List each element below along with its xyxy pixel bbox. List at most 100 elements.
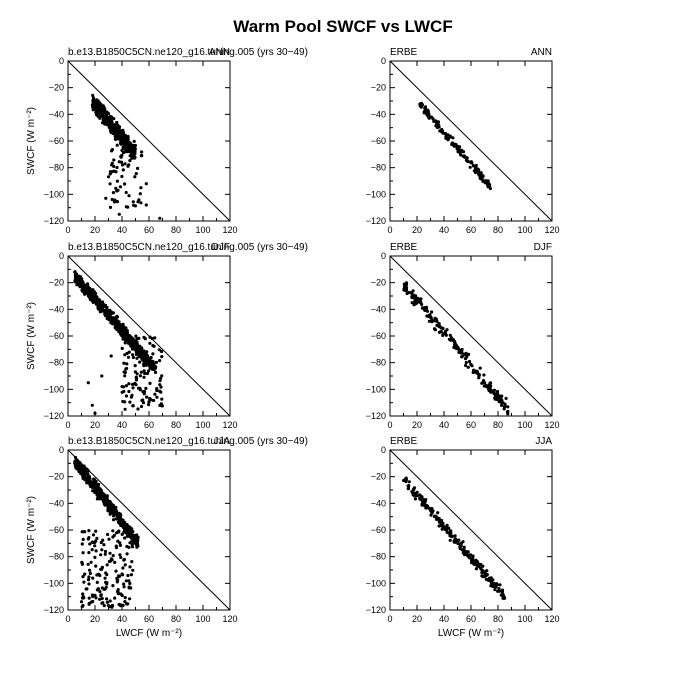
- scatter-point: [123, 536, 127, 540]
- scatter-point: [147, 358, 151, 363]
- scatter-point: [160, 374, 164, 378]
- scatter-point: [131, 346, 135, 350]
- scatter-point: [496, 589, 500, 593]
- scatter-point: [89, 560, 93, 564]
- scatter-point: [91, 489, 95, 493]
- scatter-point: [84, 469, 88, 473]
- scatter-point: [125, 329, 129, 333]
- scatter-point: [86, 285, 90, 289]
- scatter-point: [120, 532, 124, 537]
- scatter-point: [140, 357, 144, 361]
- scatter-point: [90, 548, 94, 552]
- scatter-point: [110, 163, 114, 167]
- scatter-point: [504, 396, 508, 400]
- scatter-point: [116, 591, 120, 595]
- scatter-point: [103, 313, 107, 317]
- scatter-point: [145, 350, 149, 354]
- scatter-point: [429, 510, 434, 514]
- scatter-point: [150, 359, 154, 363]
- scatter-point: [412, 487, 416, 491]
- scatter-point: [134, 345, 138, 349]
- scatter-point: [115, 120, 119, 125]
- scatter-point: [109, 117, 113, 121]
- scatter-point: [99, 304, 103, 308]
- scatter-point: [144, 203, 148, 207]
- scatter-point: [84, 477, 88, 481]
- scatter-point: [124, 190, 128, 195]
- scatter-point: [136, 166, 140, 170]
- scatter-point: [112, 533, 116, 538]
- y-tick-label: −40: [49, 304, 64, 314]
- x-tick-label: 20: [90, 225, 100, 235]
- scatter-point: [460, 347, 464, 352]
- scatter-point: [111, 322, 115, 326]
- scatter-point: [128, 597, 132, 601]
- scatter-point: [118, 134, 122, 138]
- scatter-point: [111, 311, 115, 315]
- y-tick-label: −100: [366, 578, 386, 588]
- scatter-point: [486, 180, 490, 184]
- scatter-point: [122, 361, 126, 365]
- scatter-point: [114, 509, 118, 513]
- scatter-point: [93, 99, 97, 103]
- scatter-point: [103, 503, 107, 507]
- scatter-point: [76, 275, 80, 279]
- x-tick-label: 100: [195, 614, 210, 624]
- x-tick-label: 120: [222, 614, 237, 624]
- scatter-point: [464, 351, 468, 355]
- y-tick-label: −60: [49, 525, 64, 535]
- scatter-point: [128, 159, 132, 163]
- scatter-point: [133, 364, 137, 368]
- x-tick-label: 40: [439, 225, 449, 235]
- scatter-point: [128, 541, 132, 545]
- scatter-point: [93, 555, 97, 560]
- y-tick-label: −40: [371, 498, 386, 508]
- scatter-point: [94, 564, 98, 568]
- scatter-point: [464, 550, 468, 554]
- scatter-point: [436, 125, 440, 129]
- panel-source-label: ERBE: [390, 47, 418, 58]
- scatter-point: [99, 593, 103, 597]
- scatter-point: [123, 370, 127, 375]
- scatter-point: [470, 364, 474, 368]
- reference-line: [389, 449, 553, 611]
- scatter-point: [138, 349, 143, 353]
- scatter-point: [108, 205, 113, 209]
- x-tick-label: 60: [466, 614, 476, 624]
- scatter-point: [453, 537, 457, 541]
- scatter-point: [453, 534, 457, 538]
- scatter-point: [128, 565, 132, 569]
- scatter-point: [133, 339, 137, 343]
- scatter-point: [102, 543, 106, 547]
- scatter-point: [108, 505, 112, 509]
- scatter-point: [95, 580, 99, 585]
- scatter-point: [91, 108, 95, 112]
- scatter-point: [108, 551, 112, 555]
- scatter-point: [115, 143, 119, 147]
- panel-2: 0 20 40 60 80 100 120 0 −20 −40 −60 −80 −100 −120 b.e1…: [26, 242, 308, 430]
- y-tick-label: −20: [371, 278, 386, 288]
- scatter-point: [135, 545, 139, 549]
- scatter-point: [450, 534, 455, 538]
- x-tick-label: 20: [412, 614, 422, 624]
- scatter-point: [122, 146, 126, 150]
- scatter-point: [112, 514, 116, 518]
- scatter-point: [439, 326, 443, 330]
- scatter-point: [483, 180, 488, 185]
- scatter-point: [88, 568, 92, 572]
- scatter-point: [127, 382, 131, 386]
- scatter-point: [134, 172, 138, 176]
- scatter-point: [105, 122, 109, 126]
- scatter-point: [130, 393, 134, 397]
- scatter-point: [127, 389, 131, 394]
- scatter-point: [157, 348, 161, 352]
- scatter-point: [495, 389, 500, 394]
- scatter-point: [80, 542, 84, 546]
- x-tick-label: 60: [466, 420, 476, 430]
- scatter-point: [439, 521, 443, 526]
- y-tick-label: 0: [59, 445, 64, 455]
- scatter-point: [87, 575, 91, 579]
- scatter-point: [153, 392, 157, 396]
- scatter-point: [119, 142, 123, 146]
- scatter-point: [132, 149, 136, 153]
